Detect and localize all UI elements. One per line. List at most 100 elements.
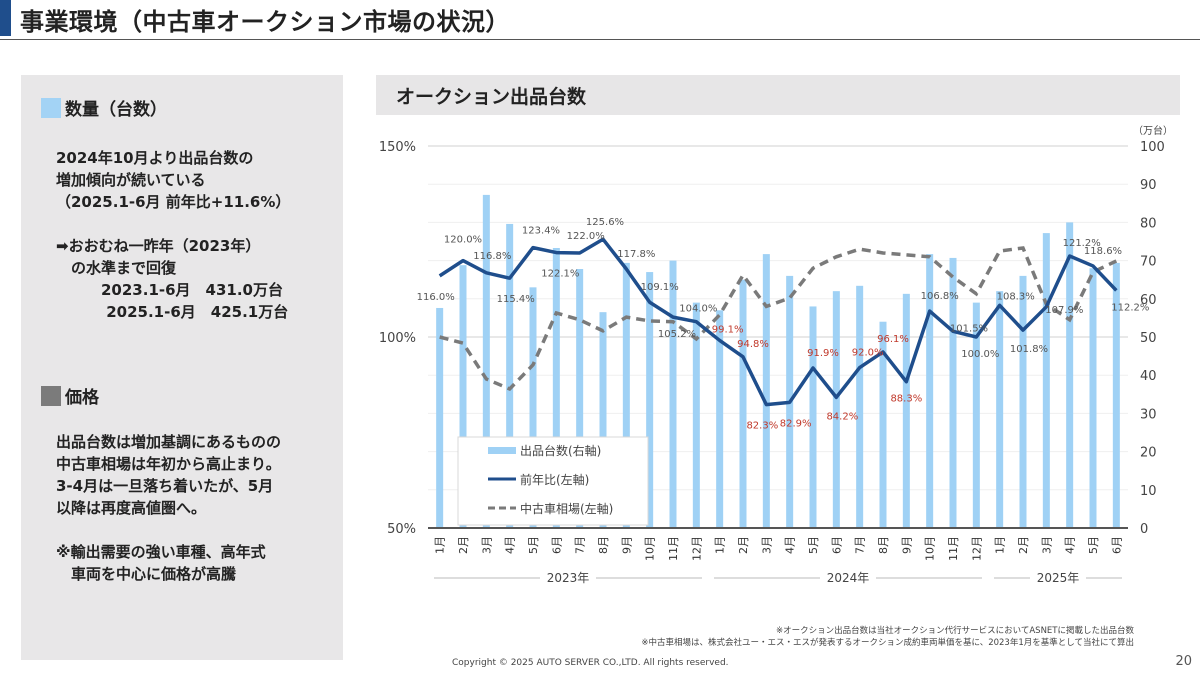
x-tick-label: 5月: [807, 536, 820, 554]
x-tick-label: 3月: [480, 536, 493, 554]
x-tick-label: 5月: [527, 536, 540, 554]
x-tick-label: 10月: [924, 536, 937, 561]
bar-1: [436, 307, 444, 528]
left-axis-tick-label: 100%: [379, 331, 416, 346]
yoy-data-label: 91.9%: [807, 348, 839, 359]
title-accent-bar: [0, 0, 11, 36]
right-axis-tick-label: 40: [1140, 369, 1157, 384]
price-heading-text: 価格: [65, 388, 99, 408]
bar-29: [1089, 268, 1097, 528]
legend-label-yoy: 前年比(左軸): [520, 472, 589, 487]
yoy-data-label: 120.0%: [444, 235, 482, 246]
x-tick-label: 11月: [947, 536, 960, 561]
x-tick-label: 6月: [830, 536, 843, 554]
x-tick-label: 12月: [970, 536, 983, 561]
yoy-data-label: 121.2%: [1063, 238, 1101, 249]
right-axis-tick-label: 0: [1140, 522, 1148, 537]
bar-22: [926, 254, 934, 528]
right-axis-tick-label: 20: [1140, 446, 1157, 461]
bar-6: [552, 247, 560, 528]
price-text-line: 以降は再度高値圏へ。: [56, 499, 207, 517]
x-tick-label: 11月: [667, 536, 680, 561]
x-tick-label: 4月: [1064, 536, 1077, 554]
bar-4: [506, 223, 514, 529]
quantity-text-line: の水準まで回復: [56, 259, 177, 277]
bar-25: [996, 291, 1004, 528]
yoy-data-label: 101.5%: [950, 323, 988, 334]
x-tick-label: 2月: [457, 536, 470, 554]
bar-12: [692, 302, 700, 528]
x-tick-label: 2月: [737, 536, 750, 554]
yoy-data-label: 106.8%: [921, 291, 959, 302]
quantity-text-line: 増加傾向が続いている: [56, 171, 206, 189]
x-tick-label: 8月: [877, 536, 890, 554]
quantity-heading: 数量（台数）: [41, 95, 167, 120]
bar-5: [529, 287, 537, 528]
yoy-data-label: 100.0%: [961, 349, 999, 360]
left-axis-tick-label: 150%: [379, 140, 416, 155]
bar-8: [599, 312, 607, 528]
price-text: 出品台数は増加基調にあるものの 中古車相場は年初から高止まり。 3-4月は一旦落ち着…: [56, 431, 281, 585]
bar-7: [576, 269, 584, 528]
bar-20: [879, 321, 887, 528]
x-tick-label: 1月: [994, 536, 1007, 554]
yoy-data-label: 123.4%: [522, 226, 560, 237]
yoy-data-label: 94.8%: [737, 339, 769, 350]
yoy-data-label: 104.0%: [679, 304, 717, 315]
x-tick-label: 7月: [574, 536, 587, 554]
yoy-data-label: 105.2%: [658, 329, 696, 340]
yoy-data-label: 122.0%: [567, 231, 605, 242]
bar-18: [832, 291, 840, 528]
yoy-data-label: 101.8%: [1010, 344, 1048, 355]
bar-15: [762, 254, 770, 528]
yoy-data-label: 82.9%: [780, 418, 812, 429]
bar-17: [809, 306, 817, 528]
yoy-data-label: 125.6%: [586, 217, 624, 228]
x-tick-label: 7月: [854, 536, 867, 554]
right-axis-tick-label: 50: [1140, 331, 1157, 346]
right-axis-tick-label: 80: [1140, 216, 1157, 231]
page-number: 20: [1175, 654, 1192, 669]
chart-title: オークション出品台数: [396, 86, 587, 108]
yoy-data-label: 112.2%: [1111, 302, 1149, 313]
bar-2: [459, 265, 467, 528]
bar-3: [482, 194, 490, 528]
yoy-data-label: 108.3%: [997, 291, 1035, 302]
quantity-text: 2024年10月より出品台数の 増加傾向が続いている （2025.1-6月 前年比+…: [56, 147, 290, 323]
yoy-data-label: 96.1%: [877, 334, 909, 345]
yoy-line: [438, 237, 1118, 407]
x-tick-label: 1月: [714, 536, 727, 554]
page-title: 事業環境（中古車オークション市場の状況）: [20, 8, 510, 36]
right-axis-tick-label: 90: [1140, 178, 1157, 193]
quantity-text-line: 2023.1-6月 431.0万台: [56, 281, 283, 299]
quantity-text-line: 2025.1-6月 425.1万台: [56, 303, 289, 321]
x-tick-label: 9月: [900, 536, 913, 554]
right-axis-unit-label: （万台）: [1133, 124, 1173, 137]
bar-23: [949, 257, 957, 528]
x-tick-label: 2月: [1017, 536, 1030, 554]
x-tick-label: 4月: [784, 536, 797, 554]
footnote-1: ※オークション出品台数は当社オークション代行サービスにおいてASNETに掲載した…: [775, 626, 1134, 636]
bar-14: [739, 279, 747, 528]
x-tick-label: 3月: [760, 536, 773, 554]
quantity-square-icon: [41, 97, 61, 118]
quantity-text-line: 2024年10月より出品台数の: [56, 149, 254, 167]
yoy-data-label: 122.1%: [541, 269, 579, 280]
yoy-data-label: 84.2%: [826, 411, 858, 422]
right-axis-tick-label: 100: [1140, 140, 1165, 155]
bar-21: [902, 293, 910, 528]
right-axis-tick-label: 60: [1140, 293, 1157, 308]
footnote-2: ※中古車相場は、株式会社ユー・エス・エスが発表するオークション成約車両単価を基に…: [641, 638, 1134, 648]
x-tick-label: 5月: [1087, 536, 1100, 554]
bar-11: [669, 260, 677, 528]
yoy-data-label: 116.0%: [417, 292, 455, 303]
legend-bar-swatch: [488, 447, 516, 454]
chart-header: オークション出品台数: [376, 75, 1180, 115]
yoy-data-label: 82.3%: [746, 421, 778, 432]
bar-30: [1112, 262, 1120, 528]
x-tick-label: 10月: [644, 536, 657, 561]
yoy-data-label: 117.8%: [617, 249, 655, 260]
price-text-line: 車両を中心に価格が高騰: [56, 565, 237, 583]
x-tick-label: 4月: [504, 536, 517, 554]
x-tick-label: 1月: [434, 536, 447, 554]
